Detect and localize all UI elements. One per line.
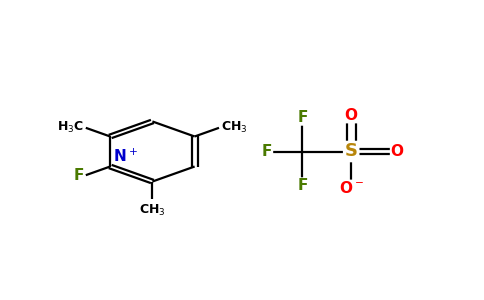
Text: F: F [74, 168, 84, 183]
Text: CH$_3$: CH$_3$ [139, 203, 166, 218]
Text: F: F [262, 144, 272, 159]
Text: CH$_3$: CH$_3$ [221, 120, 247, 135]
Text: H$_3$C: H$_3$C [57, 120, 84, 135]
Text: N$^+$: N$^+$ [113, 148, 138, 165]
Text: S: S [345, 142, 358, 160]
Text: F: F [297, 178, 308, 193]
Text: F: F [297, 110, 308, 125]
Text: O: O [345, 108, 358, 123]
Text: O$^-$: O$^-$ [339, 180, 363, 196]
Text: O: O [391, 144, 404, 159]
